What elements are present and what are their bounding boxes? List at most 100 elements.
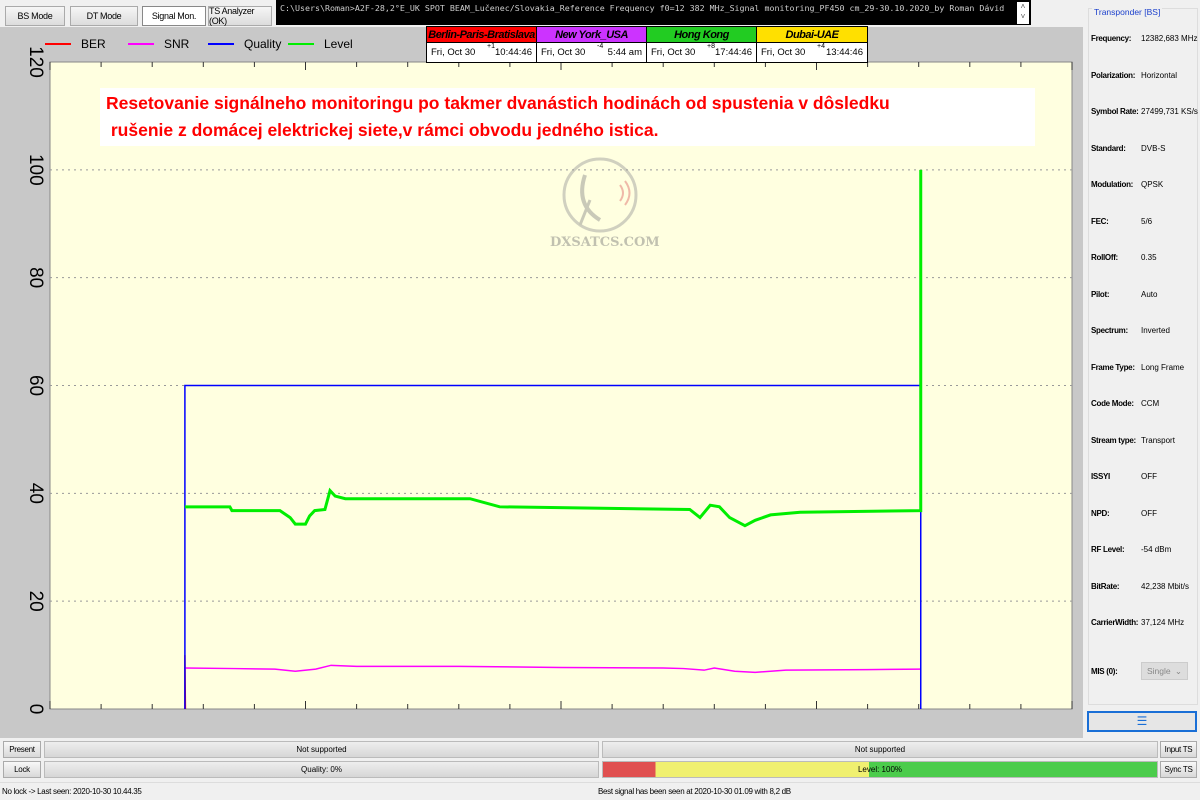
legend-quality: Quality bbox=[208, 37, 281, 51]
transponder-field: ISSYI OFF bbox=[1091, 472, 1157, 481]
field-label: MIS (0): bbox=[1091, 667, 1118, 676]
mis-row: MIS (0): bbox=[1091, 667, 1141, 676]
field-value: Long Frame bbox=[1141, 362, 1185, 372]
status-left: No lock -> Last seen: 2020-10-30 10.44.3… bbox=[2, 787, 142, 796]
input-bar: Not supported bbox=[602, 741, 1158, 758]
clock-city: Berlin-Paris-Bratislava bbox=[427, 27, 536, 43]
y-tick-label: 100 bbox=[25, 154, 46, 186]
present-button[interactable]: Present bbox=[3, 741, 41, 758]
clock-city: Hong Kong bbox=[647, 27, 756, 43]
field-value: 0.35 bbox=[1141, 253, 1157, 262]
level-bar: Level: 100% bbox=[602, 761, 1158, 778]
clock-time: 17:44:46 bbox=[715, 47, 752, 58]
satellite-dish-icon bbox=[562, 157, 638, 233]
transponder-field: BitRate: 42,238 Mbit/s bbox=[1091, 582, 1189, 591]
chart-svg: 0 20 40 60 80 100 120 bbox=[25, 46, 1073, 715]
field-label: CarrierWidth: bbox=[1091, 618, 1139, 627]
field-value: DVB-S bbox=[1141, 143, 1166, 153]
field-value: Horizontal bbox=[1141, 70, 1178, 80]
transponder-field: Polarization: Horizontal bbox=[1091, 71, 1177, 80]
transponder-field: Modulation: QPSK bbox=[1091, 180, 1163, 189]
field-label: RF Level: bbox=[1091, 545, 1125, 554]
clock-date: Fri, Oct 30 bbox=[761, 47, 806, 58]
sync-ts-button[interactable]: Sync TS bbox=[1160, 761, 1197, 778]
transponder-field: FEC: 5/6 bbox=[1091, 217, 1152, 226]
field-value: Transport bbox=[1141, 435, 1175, 445]
legend-label: Level bbox=[324, 37, 353, 51]
clock-date: Fri, Oct 30 bbox=[431, 47, 476, 58]
annotation-line: Resetovanie signálneho monitoringu po ta… bbox=[106, 93, 890, 113]
clock-date: Fri, Oct 30 bbox=[541, 47, 586, 58]
legend-label: Quality bbox=[244, 37, 282, 51]
tab-dt-mode[interactable]: DT Mode bbox=[70, 6, 138, 26]
field-value: 42,238 Mbit/s bbox=[1141, 581, 1190, 591]
field-value: 5/6 bbox=[1141, 216, 1153, 226]
series-level-line bbox=[184, 169, 923, 528]
field-label: ISSYI bbox=[1091, 472, 1110, 481]
clock-offset: +1 bbox=[487, 43, 495, 50]
field-value: QPSK bbox=[1141, 180, 1164, 189]
field-label: BitRate: bbox=[1091, 581, 1120, 591]
field-label: Pilot: bbox=[1091, 289, 1110, 299]
tab-signal-mon[interactable]: Signal Mon. bbox=[142, 6, 206, 26]
status-right: Best signal has been seen at 2020-10-30 … bbox=[598, 787, 791, 796]
legend-level: Level bbox=[288, 37, 353, 51]
clock-offset: +4 bbox=[817, 43, 825, 50]
watermark-text: DXSATCS.COM bbox=[550, 235, 660, 250]
field-label: Frequency: bbox=[1091, 34, 1132, 43]
panel-toggle-button[interactable]: ☰ bbox=[1087, 711, 1197, 732]
transponder-title: Transponder [BS] bbox=[1092, 7, 1163, 17]
transponder-field: Standard: DVB-S bbox=[1091, 144, 1165, 153]
chevron-down-icon: ⌄ bbox=[1174, 666, 1182, 676]
field-label: RollOff: bbox=[1091, 253, 1118, 262]
transponder-field: NPD: OFF bbox=[1091, 509, 1157, 518]
field-label: Code Mode: bbox=[1091, 399, 1134, 408]
tab-ts-analyzer[interactable]: TS Analyzer (OK) bbox=[208, 6, 272, 26]
field-value: Auto bbox=[1141, 289, 1158, 299]
field-value: OFF bbox=[1141, 508, 1157, 518]
clock: Hong Kong Fri, Oct 30 +8 17:44:46 bbox=[647, 27, 757, 62]
y-tick-label: 40 bbox=[25, 483, 46, 504]
cmd-scrollbar[interactable]: ˄ ˅ bbox=[1017, 2, 1029, 24]
field-label: Modulation: bbox=[1091, 180, 1134, 189]
field-label: Standard: bbox=[1091, 143, 1126, 153]
field-value: 27499,731 KS/s bbox=[1141, 107, 1198, 116]
quality-bar: Quality: 0% bbox=[44, 761, 599, 778]
lock-button[interactable]: Lock bbox=[3, 761, 41, 778]
clock: New York_USA Fri, Oct 30 -4 5:44 am bbox=[537, 27, 647, 62]
legend-label: SNR bbox=[164, 37, 190, 51]
clock: Berlin-Paris-Bratislava Fri, Oct 30 +1 10:4… bbox=[427, 27, 537, 62]
y-tick-label: 0 bbox=[25, 704, 46, 715]
clock-offset: +8 bbox=[707, 43, 715, 50]
present-bar: Not supported bbox=[44, 741, 599, 758]
field-value: 37,124 MHz bbox=[1141, 618, 1185, 627]
transponder-field: Spectrum: Inverted bbox=[1091, 326, 1170, 335]
clock: Dubai-UAE Fri, Oct 30 +4 13:44:46 bbox=[757, 27, 867, 62]
list-icon: ☰ bbox=[1136, 714, 1148, 728]
y-tick-label: 20 bbox=[25, 591, 46, 612]
clock-offset: -4 bbox=[597, 43, 604, 50]
annotation-text: Resetovanie signálneho monitoringu po ta… bbox=[100, 88, 1035, 146]
field-label: NPD: bbox=[1091, 508, 1110, 518]
clock-time: 10:44:46 bbox=[495, 47, 532, 58]
mis-select[interactable]: Single ⌄ bbox=[1141, 662, 1188, 680]
legend-label: BER bbox=[81, 37, 106, 51]
field-label: Polarization: bbox=[1091, 70, 1136, 80]
tab-bs-mode[interactable]: BS Mode bbox=[5, 6, 65, 26]
transponder-field: CarrierWidth: 37,124 MHz bbox=[1091, 618, 1184, 627]
transponder-field: Code Mode: CCM bbox=[1091, 399, 1159, 408]
input-ts-button[interactable]: Input TS bbox=[1160, 741, 1197, 758]
legend-snr: SNR bbox=[128, 37, 189, 51]
field-value: CCM bbox=[1141, 399, 1160, 408]
mis-value: Single bbox=[1147, 666, 1171, 676]
command-line[interactable]: C:\Users\Roman>A2F-28,2°E_UK SPOT BEAM_L… bbox=[276, 0, 1031, 25]
annotation-line: rušenie z domácej elektrickej siete,v rá… bbox=[106, 120, 659, 140]
transponder-field: Frame Type: Long Frame bbox=[1091, 363, 1184, 372]
field-label: Symbol Rate: bbox=[1091, 107, 1139, 116]
transponder-field: RollOff: 0.35 bbox=[1091, 253, 1157, 262]
y-tick-label: 80 bbox=[25, 267, 46, 288]
world-clocks: Berlin-Paris-Bratislava Fri, Oct 30 +1 10:4… bbox=[426, 26, 868, 63]
transponder-field: Pilot: Auto bbox=[1091, 290, 1157, 299]
clock-time: 5:44 am bbox=[607, 47, 642, 58]
field-label: Spectrum: bbox=[1091, 326, 1128, 335]
